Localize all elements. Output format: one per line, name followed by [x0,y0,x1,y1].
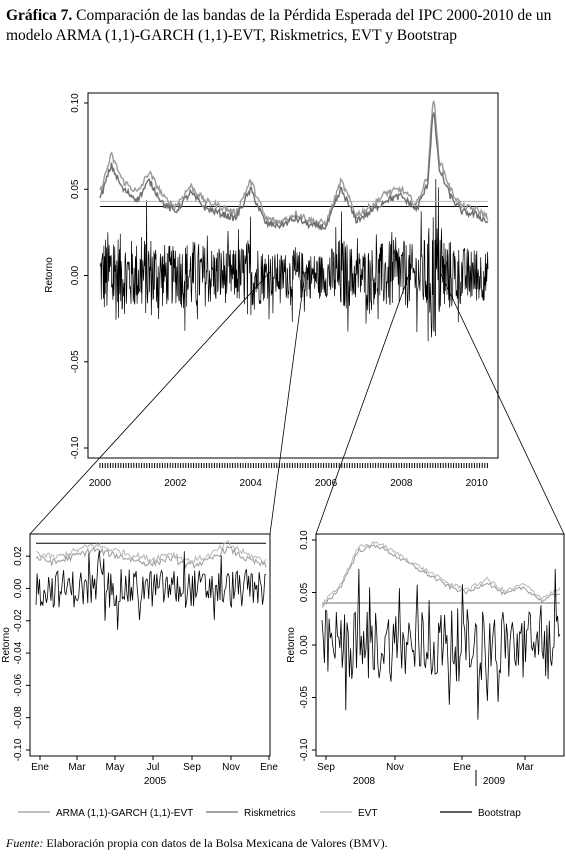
main-ytick-label: 0.05 [70,179,81,199]
returns-line [99,178,489,342]
zoom-left-ytick-label: -0.02 [13,609,24,632]
connector-line [269,271,306,535]
zoom-left-xtick-label: Ene [260,762,278,773]
legend-label: ARMA (1,1)-GARCH (1,1)-EVT [56,808,193,819]
zoom-right-ytick-label: 0.10 [299,530,310,550]
zoom-left-xtick-label: May [106,762,125,773]
legend-label: EVT [358,808,377,819]
zoom-left-ytick-label: -0.10 [13,738,24,761]
zoom-right-arma-garch-evt-line [321,544,561,608]
figure-source: Fuente: Elaboración propia con datos de … [6,836,562,851]
zoom-right-xlabel-left: 2008 [353,776,376,787]
zoom-left-ytick-label: -0.08 [13,706,24,729]
legend-label: Bootstrap [478,808,521,819]
zoom-left-xtick-label: Ene [31,762,49,773]
riskmetrics-line [99,112,489,231]
legend: ARMA (1,1)-GARCH (1,1)-EVT Riskmetrics EVT… [18,808,521,819]
zoom-left-returns-line [35,550,267,630]
main-ytick-label: -0.05 [70,350,81,373]
zoom-left-evt-line [35,540,267,566]
zoom-connectors [29,271,565,535]
main-xtick-label: 2010 [466,478,489,489]
zoom-right-ylabel: Retorno [286,627,297,663]
zoom-left-ytick-label: 0.02 [13,546,24,566]
zoom-left-xtick-label: Nov [222,762,240,773]
zoom-left-ytick-label: 0.00 [13,578,24,598]
zoom-left-frame [29,533,271,757]
zoom-left-ylabel: Retorno [1,627,12,663]
zoom-right-ytick-label: -0.10 [299,738,310,761]
source-label: Fuente: [6,836,44,850]
main-xtick-label: 2006 [315,478,338,489]
zoom-right-xtick-label: Mar [516,762,534,773]
zoom-left-arma-garch-evt-line [35,545,267,569]
zoom-left-ytick-label: -0.06 [13,674,24,697]
main-ytick-label: -0.10 [70,436,81,459]
zoom-right-ytick-label: 0.00 [299,635,310,655]
zoom-right-evt-line [321,540,561,606]
zoom-left-layer: 0.02 0.00 -0.02 -0.04 -0.06 -0.08 -0.10 Ene Mar M… [13,540,278,773]
main-xtick-label: 2000 [89,478,112,489]
source-text: Elaboración propia con datos de la Bolsa… [46,836,388,850]
zoom-left-ytick-label: -0.04 [13,641,24,664]
zoom-right-ytick-label: -0.05 [299,686,310,709]
connector-line [29,271,271,535]
arma-garch-evt-line [99,100,489,230]
zoom-right-layer: 0.10 0.05 0.00 -0.05 -0.10 Sep Nov Ene Mar [299,530,561,773]
zoom-left-xlabel: 2005 [144,776,167,787]
legend-label: Riskmetrics [244,808,296,819]
connector-line [439,271,565,535]
connector-line [315,271,411,535]
zoom-right-xtick-label: Sep [317,762,335,773]
caption-text: Comparación de las bandas de la Pérdida … [6,7,552,44]
zoom-left-xtick-label: Jul [147,762,160,773]
figure-caption: Gráfica 7. Comparación de las bandas de … [6,6,562,46]
main-xtick-label: 2002 [164,478,187,489]
main-xtick-label: 2004 [240,478,263,489]
zoom-right-xtick-label: Nov [386,762,404,773]
caption-label: Gráfica 7. [6,7,73,24]
zoom-right-ytick-label: 0.05 [299,582,310,602]
zoom-right-xtick-label: Ene [453,762,471,773]
main-ytick-label: 0.00 [70,265,81,285]
main-ylabel: Retorno [44,257,55,293]
zoom-left-xtick-label: Sep [183,762,201,773]
main-ytick-label: 0.10 [70,93,81,113]
zoom-right-xlabel-right: 2009 [483,776,506,787]
main-plot-layer: 0.10 0.05 0.00 -0.05 -0.10 2000 2002 2004 2006 20… [70,93,489,489]
zoom-right-returns-line [321,568,561,720]
zoom-left-xtick-label: Mar [68,762,86,773]
main-xtick-label: 2008 [390,478,413,489]
